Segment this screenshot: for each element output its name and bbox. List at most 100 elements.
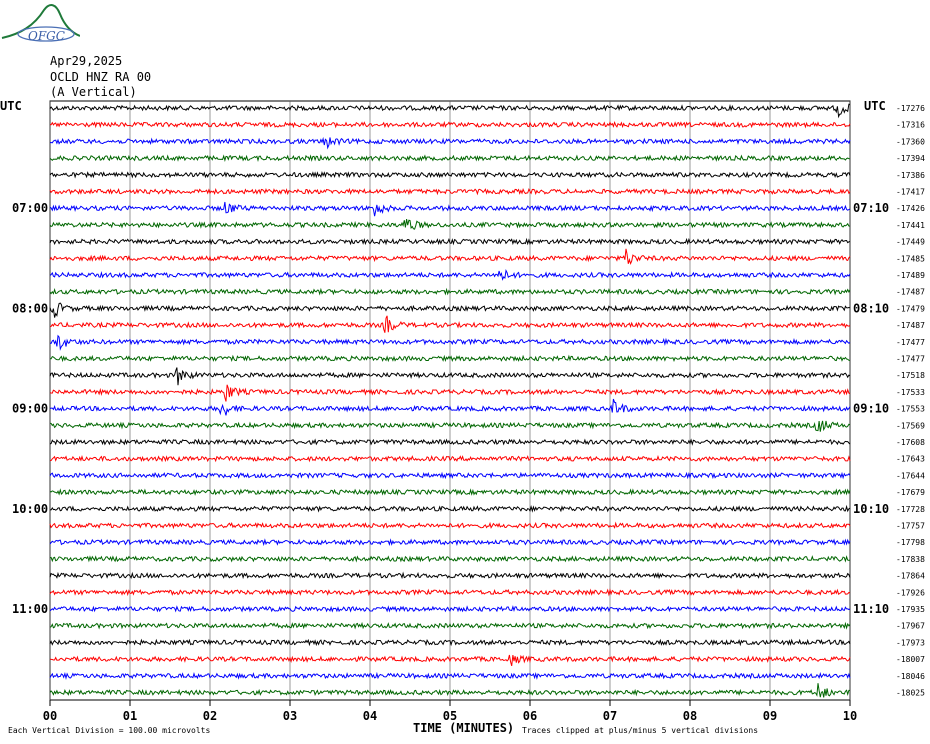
trace-line bbox=[49, 315, 851, 333]
row-offset-label: -17316 bbox=[896, 121, 925, 130]
x-tick-label: 10 bbox=[843, 709, 857, 723]
trace-line bbox=[49, 638, 851, 647]
row-offset-label: -17276 bbox=[896, 104, 925, 113]
right-time-label: 10:10 bbox=[853, 502, 889, 516]
row-offset-label: -17935 bbox=[896, 605, 925, 614]
plot-header: Apr29,2025 OCLD HNZ RA 00 (A Vertical) bbox=[50, 54, 151, 101]
trace-line bbox=[49, 103, 851, 119]
trace-line bbox=[49, 605, 851, 613]
trace-line bbox=[49, 454, 851, 463]
x-tick-label: 08 bbox=[683, 709, 697, 723]
plot-date: Apr29,2025 bbox=[50, 54, 123, 68]
trace-line bbox=[49, 420, 851, 432]
trace-line bbox=[49, 269, 851, 281]
x-tick-label: 02 bbox=[203, 709, 217, 723]
row-offset-label: -17838 bbox=[896, 555, 925, 564]
row-offset-label: -17533 bbox=[896, 388, 925, 397]
trace-line bbox=[49, 521, 851, 530]
trace-line bbox=[49, 538, 851, 547]
right-time-label: 08:10 bbox=[853, 301, 889, 315]
row-offset-label: -17394 bbox=[896, 154, 925, 163]
x-tick-label: 06 bbox=[523, 709, 537, 723]
grid bbox=[49, 100, 851, 706]
right-time-label: 11:10 bbox=[853, 602, 889, 616]
row-offset-label: -18046 bbox=[896, 672, 925, 681]
row-offset-label: -17441 bbox=[896, 221, 925, 230]
x-tick-label: 04 bbox=[363, 709, 377, 723]
trace-line bbox=[49, 384, 851, 402]
x-tick-label: 05 bbox=[443, 709, 457, 723]
row-offset-label: -17485 bbox=[896, 254, 925, 263]
trace-line bbox=[49, 621, 851, 630]
row-offset-label: -17360 bbox=[896, 137, 925, 146]
left-time-label: 10:00 bbox=[12, 502, 48, 516]
left-time-label: 08:00 bbox=[12, 301, 48, 315]
labels: 00 01 02 03 04 05 06 07 08 09 10 -17276 -17316 -17360… bbox=[12, 104, 925, 723]
row-offset-label: -18025 bbox=[896, 689, 925, 698]
trace-line bbox=[49, 334, 851, 351]
row-offset-label: -17489 bbox=[896, 271, 925, 280]
right-time-label: 09:10 bbox=[853, 402, 889, 416]
row-offset-label: -17417 bbox=[896, 188, 925, 197]
row-offset-label: -17569 bbox=[896, 421, 925, 430]
row-offset-label: -17518 bbox=[896, 371, 925, 380]
component-label: (A Vertical) bbox=[50, 85, 137, 99]
trace-line bbox=[49, 671, 851, 680]
x-tick-label: 03 bbox=[283, 709, 297, 723]
trace-line bbox=[49, 398, 851, 416]
x-tick-label: 09 bbox=[763, 709, 777, 723]
trace-line bbox=[49, 654, 851, 667]
trace-line bbox=[49, 488, 851, 496]
trace-line bbox=[49, 187, 851, 196]
left-time-label: 09:00 bbox=[12, 402, 48, 416]
row-offset-label: -17487 bbox=[896, 321, 925, 330]
clip-note: Traces clipped at plus/minus 5 vertical … bbox=[522, 726, 758, 735]
trace-line bbox=[49, 571, 851, 580]
row-offset-label: -17679 bbox=[896, 488, 925, 497]
row-offset-label: -17926 bbox=[896, 588, 925, 597]
trace-line bbox=[49, 438, 851, 446]
trace-line bbox=[50, 354, 851, 363]
trace-line bbox=[49, 201, 851, 217]
trace-line bbox=[49, 120, 851, 129]
row-offset-label: -17757 bbox=[896, 522, 925, 531]
right-time-label: 07:10 bbox=[853, 201, 889, 215]
trace-line bbox=[49, 154, 851, 163]
row-offset-label: -17973 bbox=[896, 638, 925, 647]
row-offset-label: -17608 bbox=[896, 438, 925, 447]
row-offset-label: -17864 bbox=[896, 572, 925, 581]
left-time-label: 07:00 bbox=[12, 201, 48, 215]
row-offset-label: -17967 bbox=[896, 622, 925, 631]
x-axis-title: TIME (MINUTES) bbox=[413, 721, 514, 735]
row-offset-label: -17798 bbox=[896, 538, 925, 547]
row-offset-label: -17386 bbox=[896, 171, 925, 180]
row-offset-label: -17553 bbox=[896, 405, 925, 414]
utc-label-left: UTC bbox=[0, 99, 22, 113]
left-time-label: 11:00 bbox=[12, 602, 48, 616]
trace-line bbox=[49, 588, 851, 597]
trace-line bbox=[49, 287, 851, 296]
row-offset-label: -17477 bbox=[896, 338, 925, 347]
trace-line bbox=[49, 367, 851, 386]
ofgc-logo: OFGC bbox=[1, 4, 80, 43]
x-tick-label: 01 bbox=[123, 709, 137, 723]
row-offset-label: -18007 bbox=[896, 655, 925, 664]
row-offset-label: -17477 bbox=[896, 355, 925, 364]
x-tick-label: 00 bbox=[43, 709, 57, 723]
trace-line bbox=[49, 170, 851, 179]
utc-label-right: UTC bbox=[864, 99, 886, 113]
row-offset-label: -17487 bbox=[896, 288, 925, 297]
row-offset-label: -17644 bbox=[896, 471, 925, 480]
trace-line bbox=[49, 302, 851, 318]
trace-line bbox=[49, 248, 851, 266]
row-offset-label: -17449 bbox=[896, 238, 925, 247]
trace-line bbox=[50, 504, 851, 513]
logo-text: OFGC bbox=[28, 29, 65, 43]
trace-line bbox=[49, 237, 851, 246]
row-offset-label: -17479 bbox=[896, 304, 925, 313]
trace-line bbox=[49, 683, 850, 698]
row-offset-label: -17728 bbox=[896, 505, 925, 514]
trace-line bbox=[49, 219, 851, 230]
trace-line bbox=[49, 136, 851, 150]
